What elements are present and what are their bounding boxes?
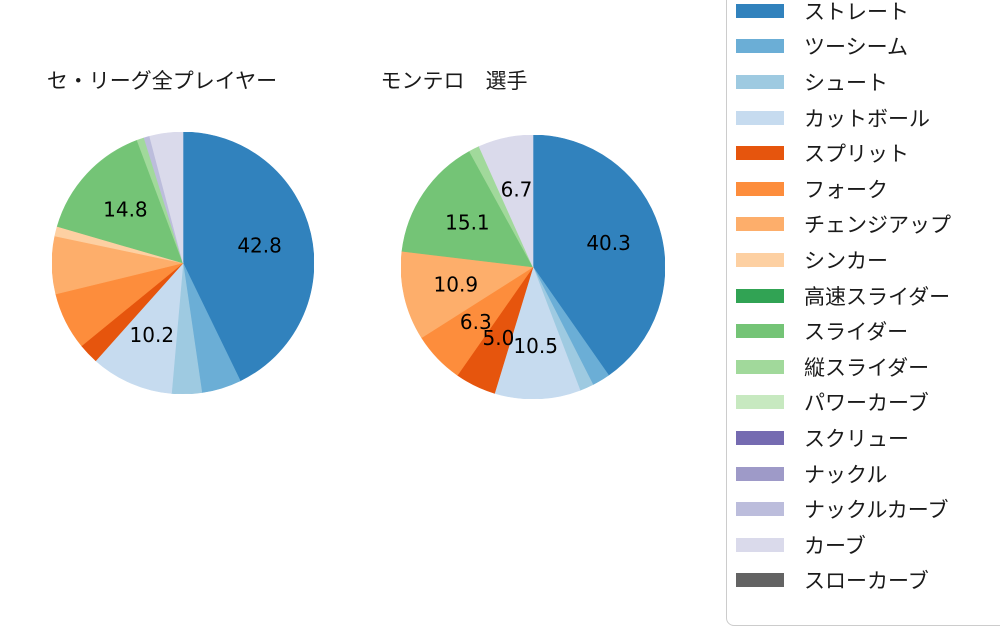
pie-percent-label: 15.1 <box>445 211 490 235</box>
pie-percent-label: 6.3 <box>460 310 492 334</box>
legend-item: スクリュー <box>727 420 1000 456</box>
legend-swatch-icon <box>736 466 784 481</box>
legend-swatch-icon <box>736 181 784 196</box>
pie-chart-league-all-players: 42.8 10.2 14.8 <box>52 132 314 394</box>
pie-percent-label: 10.5 <box>513 334 558 358</box>
legend-item-label: シュート <box>804 70 888 95</box>
pie-percent-label: 10.2 <box>130 323 175 347</box>
pie-slice-カーブ <box>478 135 534 268</box>
legend-item-label: ストレート <box>804 0 909 24</box>
pie-percent-label: 10.9 <box>434 273 479 297</box>
pie-slice-スライダー <box>56 139 184 264</box>
legend-swatch-icon <box>736 502 784 517</box>
legend-swatch-icon <box>736 3 784 18</box>
legend-item: ストレート <box>727 0 1000 29</box>
pie-percent-label: 42.8 <box>237 233 282 257</box>
legend-item-label: 縦スライダー <box>804 355 930 380</box>
legend-item: スライダー <box>727 313 1000 349</box>
legend-swatch-icon <box>736 395 784 410</box>
legend-item-label: スローカーブ <box>804 569 929 594</box>
pie-slice-カットボール <box>494 266 581 399</box>
legend-item-label: カットボール <box>804 106 930 131</box>
legend-item: フォーク <box>727 171 1000 207</box>
left-pie-title: セ・リーグ全プレイヤー <box>46 69 278 93</box>
legend-item: スプリット <box>727 135 1000 171</box>
legend-item-label: チェンジアップ <box>804 213 951 238</box>
legend-item: 高速スライダー <box>727 278 1000 314</box>
legend-item: パワーカーブ <box>727 385 1000 421</box>
legend-item: 縦スライダー <box>727 349 1000 385</box>
legend-swatch-icon <box>736 324 784 339</box>
legend-item-label: シンカー <box>804 248 888 273</box>
pie-slice-カットボール <box>95 262 184 394</box>
legend-item-label: カーブ <box>804 533 866 558</box>
legend-swatch-icon <box>736 110 784 125</box>
legend-item-label: スクリュー <box>804 426 909 451</box>
legend-item: スローカーブ <box>727 563 1000 599</box>
pie-percent-label: 5.0 <box>482 326 514 350</box>
legend-item: ナックル <box>727 456 1000 492</box>
legend-item-label: フォーク <box>804 177 888 202</box>
pie-chart-montero-player: 40.3 10.55.06.3 10.9 15.1 6.7 <box>401 135 665 399</box>
legend-item-label: スライダー <box>804 320 909 345</box>
legend-item: ツーシーム <box>727 29 1000 65</box>
legend-item: カットボール <box>727 100 1000 136</box>
legend-item: チェンジアップ <box>727 207 1000 243</box>
legend-swatch-icon <box>736 537 784 552</box>
pie-percent-label: 40.3 <box>586 231 631 255</box>
legend-item-label: ナックル <box>804 462 888 487</box>
figure: セ・リーグ全プレイヤー モンテロ 選手 42.8 10.2 14.8 40.3 10.… <box>46 0 1000 626</box>
pie-percent-label: 6.7 <box>501 178 533 202</box>
pie-slice-スライダー <box>401 150 534 268</box>
legend-item: カーブ <box>727 527 1000 563</box>
legend-item: シンカー <box>727 242 1000 278</box>
right-pie-title: モンテロ 選手 <box>380 69 528 93</box>
legend-item: ナックルカーブ <box>727 491 1000 527</box>
legend-swatch-icon <box>736 359 784 374</box>
legend-swatch-icon <box>736 430 784 445</box>
pie-slice-ストレート <box>182 132 314 382</box>
legend-swatch-icon <box>736 74 784 89</box>
pitch-type-legend: ストレートツーシームシュートカットボール スプリットフォークチェンジアップ シンカー… <box>726 0 1000 626</box>
pie-slice-カーブ <box>149 132 184 264</box>
legend-swatch-icon <box>736 39 784 54</box>
legend-item-label: 高速スライダー <box>804 284 951 309</box>
legend-swatch-icon <box>736 146 784 161</box>
legend-swatch-icon <box>736 288 784 303</box>
legend-item-label: パワーカーブ <box>804 391 929 416</box>
pie-percent-label: 14.8 <box>103 198 148 222</box>
legend-swatch-icon <box>736 573 784 588</box>
legend-swatch-icon <box>736 217 784 232</box>
pie-slice-ストレート <box>532 135 665 376</box>
legend-list: ストレートツーシームシュートカットボール スプリットフォークチェンジアップ シンカー… <box>727 0 1000 598</box>
pie-slice-チェンジアップ <box>401 250 534 339</box>
legend-item-label: スプリット <box>804 142 909 167</box>
legend-item-label: ナックルカーブ <box>804 498 949 523</box>
legend-swatch-icon <box>736 252 784 267</box>
legend-item: シュート <box>727 64 1000 100</box>
legend-item-label: ツーシーム <box>804 35 908 60</box>
